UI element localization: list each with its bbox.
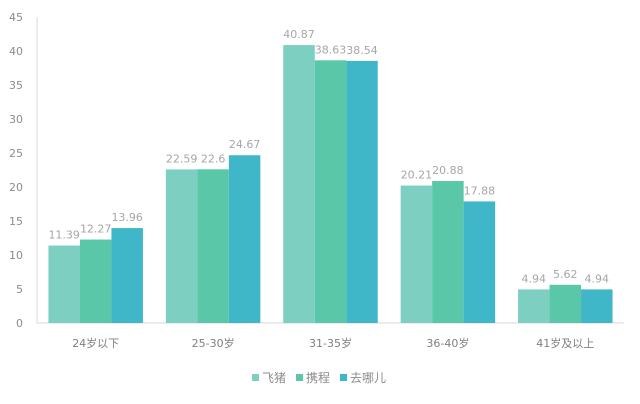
y-tick-label: 20 (9, 181, 23, 194)
bar-去哪儿 (111, 228, 143, 323)
data-label: 5.62 (553, 268, 578, 281)
data-label: 20.88 (432, 164, 464, 177)
bar-飞猪 (48, 245, 80, 323)
bar-飞猪 (400, 185, 433, 323)
legend-label: 去哪儿 (350, 371, 386, 385)
bar-携程 (314, 60, 347, 323)
x-tick-label: 36-40岁 (426, 336, 469, 350)
data-label: 38.54 (346, 44, 378, 57)
bar-飞猪 (518, 289, 550, 323)
data-label: 38.63 (315, 43, 347, 56)
y-tick-label: 10 (9, 249, 23, 262)
data-label: 17.88 (464, 184, 496, 197)
data-label: 20.21 (401, 169, 433, 182)
data-label: 22.59 (166, 152, 198, 165)
data-label: 12.27 (80, 223, 112, 236)
bar-去哪儿 (581, 289, 613, 323)
legend-label: 携程 (306, 370, 330, 385)
y-tick-label: 30 (9, 113, 23, 126)
legend-swatch (252, 374, 259, 381)
legend-swatch (340, 374, 347, 381)
bar-去哪儿 (346, 60, 378, 323)
bar-携程 (79, 239, 112, 323)
data-label: 11.39 (48, 229, 80, 242)
y-tick-label: 35 (9, 79, 23, 92)
data-label: 4.94 (585, 272, 610, 285)
x-tick-label: 24岁以下 (72, 336, 119, 350)
legend-label: 飞猪 (262, 371, 286, 385)
x-tick-label: 25-30岁 (192, 336, 235, 350)
y-tick-label: 40 (9, 45, 23, 58)
y-tick-label: 45 (9, 11, 23, 24)
y-tick-label: 5 (16, 283, 23, 296)
data-label: 13.96 (111, 211, 143, 224)
data-label: 4.94 (522, 272, 547, 285)
data-label: 22.6 (201, 152, 226, 165)
bar-去哪儿 (228, 155, 261, 323)
y-tick-label: 25 (9, 147, 23, 160)
x-tick-label: 41岁及以上 (536, 336, 594, 350)
y-tick-label: 15 (9, 215, 23, 228)
legend-swatch (296, 374, 303, 381)
bar-飞猪 (165, 169, 198, 323)
bar-携程 (197, 169, 229, 323)
bar-携程 (432, 181, 464, 323)
data-label: 24.67 (229, 138, 261, 151)
bar-飞猪 (283, 45, 315, 324)
y-tick-label: 0 (16, 317, 23, 330)
data-label: 40.87 (283, 28, 315, 41)
x-tick-label: 31-35岁 (309, 336, 352, 350)
bar-去哪儿 (463, 201, 496, 323)
bar-携程 (549, 284, 582, 323)
